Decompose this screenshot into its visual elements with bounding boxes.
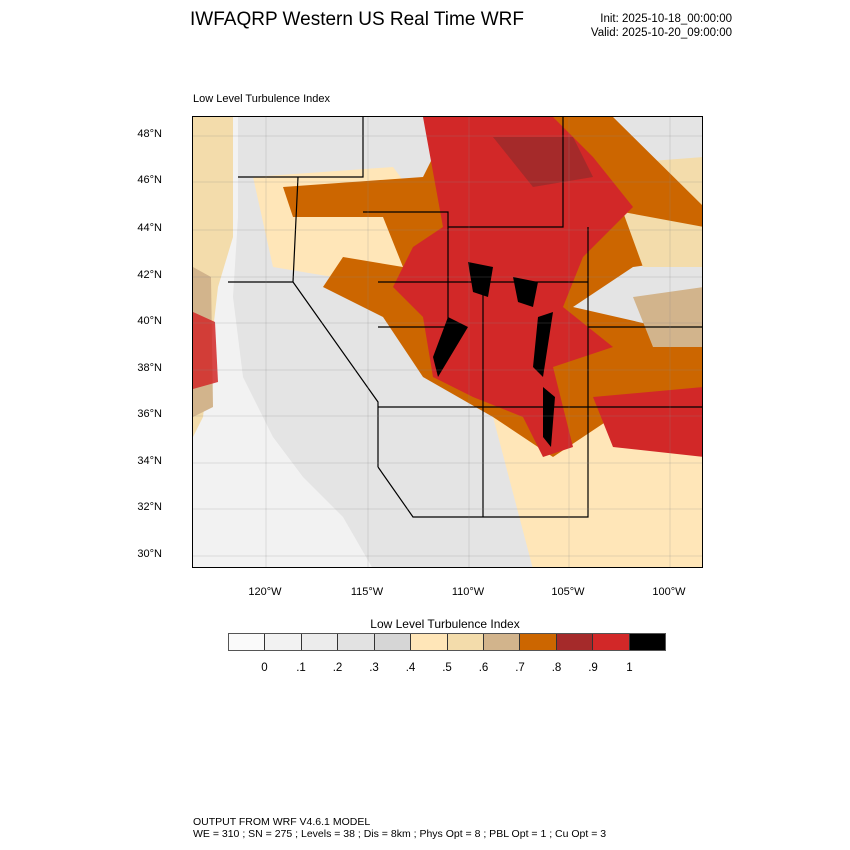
colorbar-bin bbox=[593, 634, 630, 650]
dark-red-patch bbox=[493, 137, 593, 187]
lat-label: 32°N bbox=[137, 501, 162, 513]
init-time: Init: 2025-10-18_00:00:00 bbox=[600, 13, 732, 25]
colorbar-label: 0 bbox=[261, 662, 268, 674]
lon-label: 110°W bbox=[451, 586, 485, 598]
colorbar-bin bbox=[301, 634, 339, 650]
plot-title: IWFAQRP Western US Real Time WRF bbox=[190, 9, 524, 30]
lat-label: 34°N bbox=[137, 455, 162, 467]
state-borders bbox=[228, 117, 702, 518]
colorbar-bin bbox=[447, 634, 484, 650]
colorbar-label: .9 bbox=[588, 662, 598, 674]
colorbar-label: .8 bbox=[551, 662, 562, 674]
colorbar-label: 1 bbox=[626, 662, 633, 674]
lat-label: 30°N bbox=[137, 548, 162, 560]
colorbar-bin bbox=[229, 634, 266, 650]
lat-label: 46°N bbox=[137, 174, 162, 186]
colorbar-label: .5 bbox=[442, 662, 452, 674]
lon-label: 115°W bbox=[350, 586, 384, 598]
colorbar-label: .4 bbox=[405, 662, 416, 674]
graticule bbox=[193, 117, 702, 567]
colorbar-bin bbox=[411, 634, 448, 650]
colorbar-label: .1 bbox=[296, 662, 306, 674]
colorbar-bin bbox=[483, 634, 521, 650]
lat-label: 38°N bbox=[137, 362, 162, 374]
lat-label: 40°N bbox=[137, 315, 162, 327]
red-core bbox=[393, 117, 633, 457]
lon-label: 100°W bbox=[652, 586, 686, 598]
lat-label: 48°N bbox=[137, 128, 162, 140]
tan-patch bbox=[623, 212, 702, 267]
tan-patch-2 bbox=[633, 287, 702, 347]
lat-label: 36°N bbox=[137, 408, 162, 420]
map-field bbox=[193, 117, 702, 567]
lon-label: 120°W bbox=[248, 586, 282, 598]
colorbar-bin bbox=[520, 634, 557, 650]
valid-time: Valid: 2025-10-20_09:00:00 bbox=[590, 27, 732, 39]
colorbar-bin bbox=[374, 634, 412, 650]
colorbar-bin bbox=[556, 634, 594, 650]
colorbar bbox=[228, 633, 666, 651]
colorbar-label: .2 bbox=[332, 662, 343, 674]
footer-settings: WE = 310 ; SN = 275 ; Levels = 38 ; Dis … bbox=[193, 828, 607, 840]
lat-label: 42°N bbox=[137, 269, 162, 281]
turbulence-map bbox=[192, 116, 703, 568]
map-subtitle: Low Level Turbulence Index bbox=[193, 93, 330, 105]
colorbar-bin bbox=[629, 634, 666, 650]
colorbar-label: .6 bbox=[478, 662, 489, 674]
colorbar-label: .7 bbox=[515, 662, 525, 674]
offshore-red bbox=[193, 312, 218, 389]
colorbar-bin bbox=[338, 634, 375, 650]
colorbar-label: .3 bbox=[369, 662, 379, 674]
lon-label: 105°W bbox=[551, 586, 585, 598]
colorbar-title: Low Level Turbulence Index bbox=[370, 617, 520, 631]
lat-label: 44°N bbox=[137, 222, 162, 234]
colorbar-bin bbox=[265, 634, 302, 650]
red-south bbox=[593, 387, 702, 457]
footer-model: OUTPUT FROM WRF V4.6.1 MODEL bbox=[193, 816, 371, 828]
